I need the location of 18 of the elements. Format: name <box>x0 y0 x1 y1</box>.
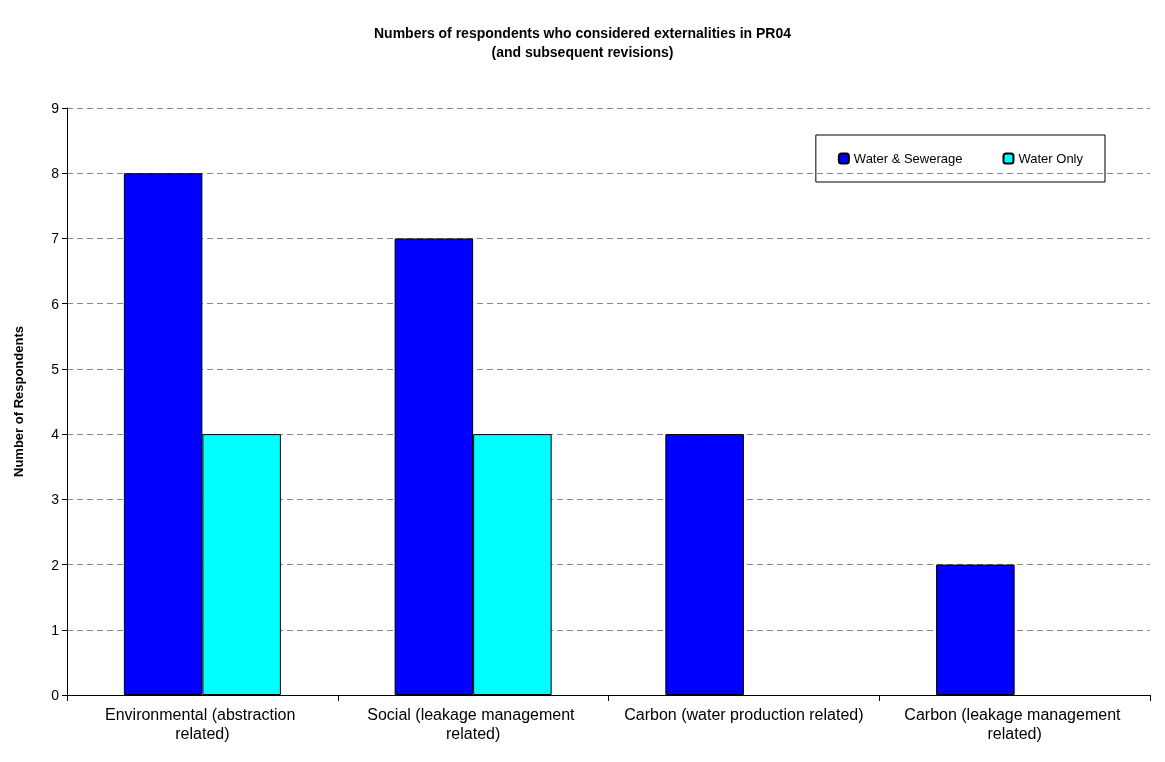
x-tick-label: Social (leakage management related) <box>367 706 579 742</box>
legend-label: Water Only <box>1018 151 1084 166</box>
y-tick-label: 1 <box>51 621 60 638</box>
chart-title: Numbers of respondents who considered externalities in PR04 (and subsequent revisions) <box>374 24 792 60</box>
y-tick-label: 4 <box>51 426 60 443</box>
y-tick-label: 0 <box>51 687 60 703</box>
x-tick-label: Carbon (leakage management related) <box>904 706 1125 742</box>
y-tick-label: 6 <box>51 295 60 312</box>
y-axis-title: Number of Respondents <box>11 326 26 477</box>
y-tick-label: 3 <box>51 491 60 508</box>
x-tick-label: Carbon (water production related) <box>624 706 864 723</box>
y-tick-label: 5 <box>51 360 60 377</box>
y-tick-label: 7 <box>51 230 60 247</box>
y-tick-label: 2 <box>51 556 60 573</box>
y-tick-label: 8 <box>51 165 60 182</box>
legend-label: Water & Sewerage <box>853 151 963 166</box>
x-tick-label: Environmental (abstraction related) <box>104 706 300 742</box>
y-tick-label: 9 <box>51 100 60 116</box>
